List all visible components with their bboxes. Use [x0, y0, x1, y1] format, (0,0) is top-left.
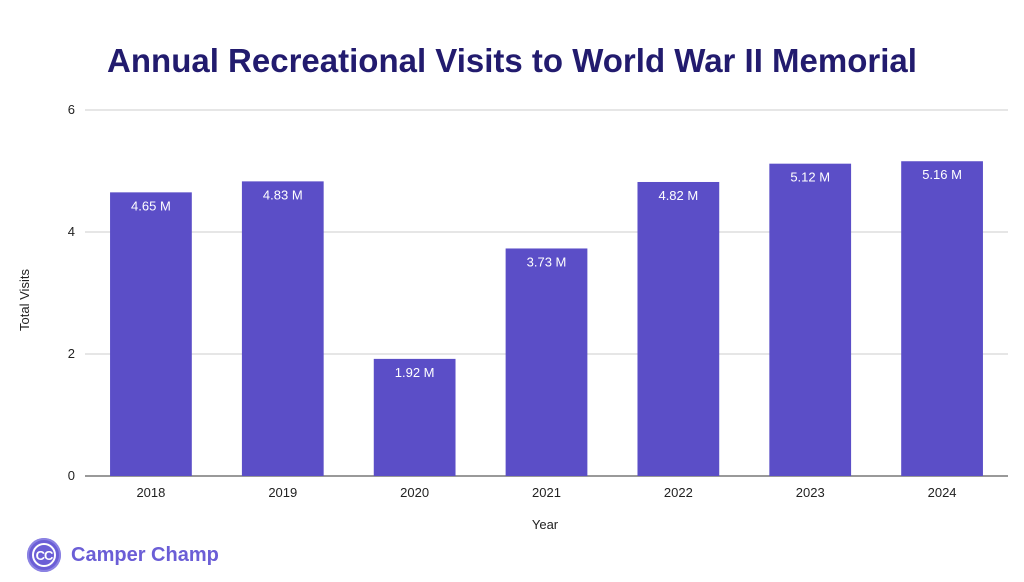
bar-data-label: 4.82 M — [658, 188, 698, 203]
y-tick-label: 0 — [68, 468, 75, 483]
y-tick-label: 2 — [68, 346, 75, 361]
brand-logo: CC Camper Champ — [27, 537, 219, 573]
chart-title: Annual Recreational Visits to World War … — [107, 42, 917, 79]
bar-2022 — [637, 181, 720, 477]
bar-data-label: 5.12 M — [790, 170, 830, 185]
bars: 4.65 M 4.83 M 1.92 M 3.73 M 4.82 M 5.12 M 5.16… — [110, 161, 983, 477]
bar-2024 — [901, 161, 983, 477]
y-tick-label: 6 — [68, 102, 75, 117]
x-axis-ticks: 2018 2019 2020 2021 2022 2023 2024 — [136, 485, 956, 500]
bar-2021 — [505, 248, 588, 476]
x-tick-label: 2024 — [928, 485, 957, 500]
bar-data-label: 5.16 M — [922, 167, 962, 182]
y-tick-label: 4 — [68, 224, 75, 239]
brand-name: Camper Champ — [71, 543, 219, 566]
x-tick-label: 2021 — [532, 485, 561, 500]
bar-data-label: 4.65 M — [131, 198, 171, 213]
x-tick-label: 2020 — [400, 485, 429, 500]
x-tick-label: 2022 — [664, 485, 693, 500]
bar-2019 — [241, 181, 324, 476]
y-axis-title: Total Visits — [17, 269, 32, 331]
x-tick-label: 2023 — [796, 485, 825, 500]
x-axis-title: Year — [532, 517, 559, 532]
bar-data-label: 4.83 M — [263, 187, 303, 202]
bar-data-label: 3.73 M — [527, 254, 567, 269]
y-axis-ticks: 0 2 4 6 — [68, 102, 75, 483]
brand-badge-icon: CC — [27, 538, 61, 572]
bar-2020 — [373, 358, 456, 476]
x-tick-label: 2019 — [268, 485, 297, 500]
bar-data-label: 1.92 M — [395, 365, 435, 380]
brand-badge-text: CC — [32, 543, 56, 567]
bar-2023 — [769, 163, 852, 476]
bar-2018 — [110, 192, 192, 476]
x-tick-label: 2018 — [136, 485, 165, 500]
